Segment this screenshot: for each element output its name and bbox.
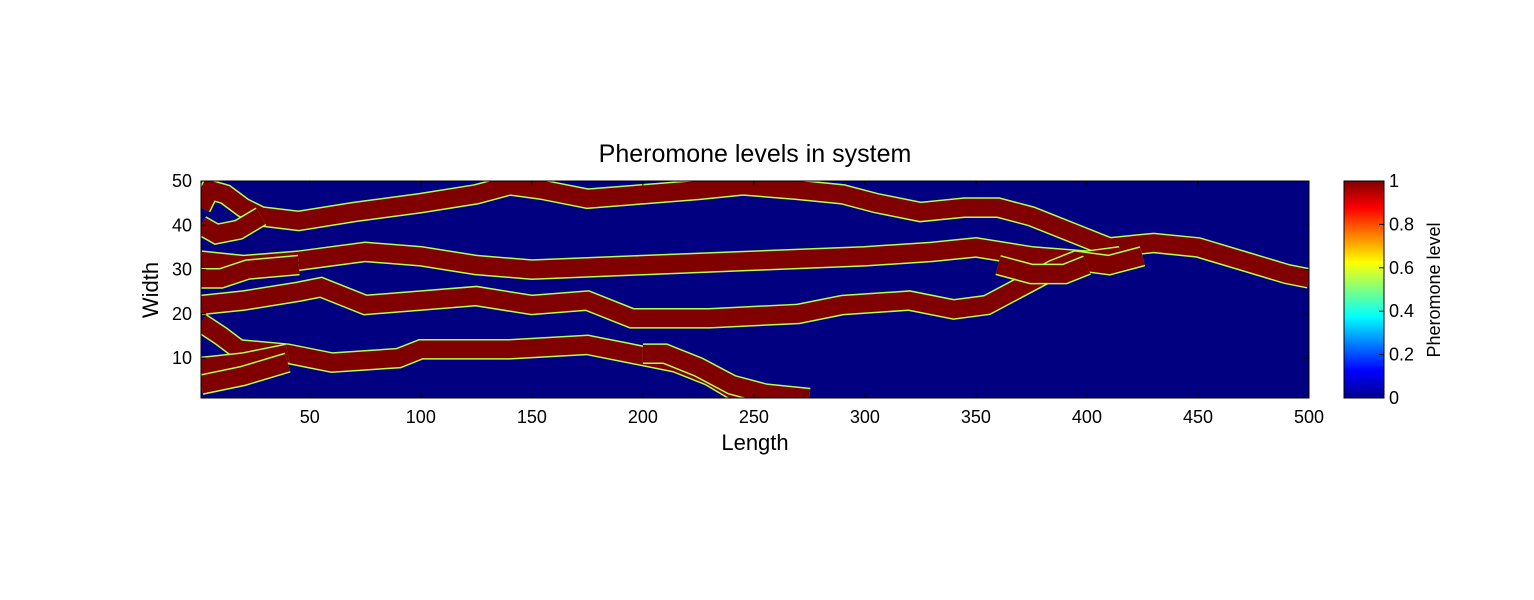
colorbar-label: Pheromone level: [1424, 222, 1444, 357]
x-tick-label: 450: [1183, 407, 1213, 427]
plot-frame: [200, 180, 1310, 399]
y-tick-label: 30: [172, 260, 192, 280]
colorbar: 0 0.2 0.4 0.6 0.8 1 Pheromone level: [1343, 171, 1444, 408]
trail-10: [995, 256, 1091, 283]
x-tick-label: 350: [961, 407, 991, 427]
x-tick-label: 50: [300, 407, 320, 427]
colorbar-tick-label: 0.8: [1389, 214, 1414, 234]
x-tick-label: 200: [628, 407, 658, 427]
colorbar-gradient: [1343, 180, 1385, 399]
x-tick-label: 100: [406, 407, 436, 427]
trail-9: [642, 344, 811, 398]
x-tick-label: 500: [1294, 407, 1324, 427]
x-tick-label: 300: [850, 407, 880, 427]
colorbar-tick-label: 0.2: [1389, 345, 1414, 365]
chart-title: Pheromone levels in system: [599, 140, 912, 168]
x-axis-label: Length: [721, 430, 788, 455]
trail-3: [201, 238, 1122, 279]
y-tick-label: 40: [172, 215, 192, 235]
y-tick-label: 10: [172, 348, 192, 368]
x-tick-label: 250: [739, 407, 769, 427]
trail-1: [201, 181, 1309, 288]
colorbar-tick-label: 0.6: [1389, 258, 1414, 278]
colorbar-ticks: 0 0.2 0.4 0.6 0.8 1: [1379, 171, 1414, 408]
x-axis: 50 100 150 200 250 300 350 400 450 500: [300, 181, 1324, 427]
colorbar-tick-label: 1: [1389, 171, 1399, 191]
trail-2: [201, 208, 266, 244]
colorbar-tick-label: 0: [1389, 388, 1399, 408]
plot-area: [201, 181, 1309, 398]
x-tick-label: 150: [517, 407, 547, 427]
trail-4: [201, 256, 300, 288]
x-tick-label: 400: [1072, 407, 1102, 427]
y-tick-label: 20: [172, 304, 192, 324]
y-axis-label: Width: [138, 262, 163, 318]
trail-8: [201, 354, 291, 394]
colorbar-tick-label: 0.4: [1389, 301, 1414, 321]
trails-layer: [201, 181, 1309, 398]
y-tick-label: 50: [172, 171, 192, 191]
y-axis: 10 20 30 40 50: [172, 171, 1309, 368]
